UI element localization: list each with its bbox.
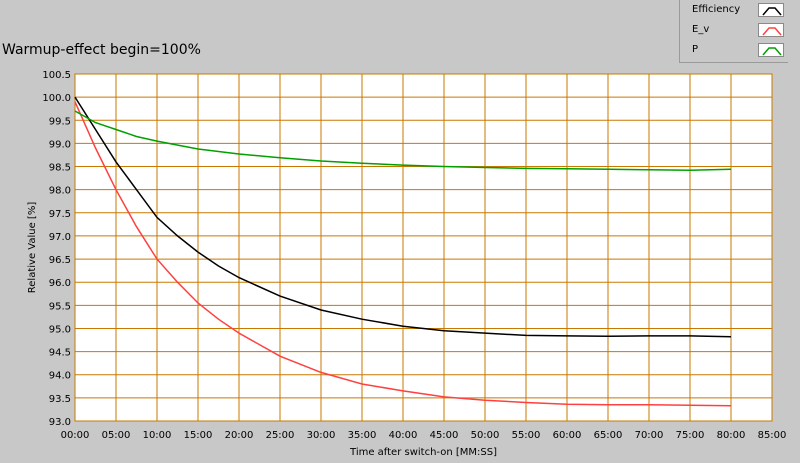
x-tick-label: 80:00 [717, 430, 746, 441]
x-axis-label: Time after switch-on [MM:SS] [349, 447, 497, 458]
legend-swatch-ev [758, 23, 784, 37]
legend: Efficiency E_v P [679, 0, 788, 63]
legend-label-p: P [692, 44, 699, 55]
x-tick-label: 50:00 [471, 430, 500, 441]
y-tick-label: 94.5 [49, 348, 71, 359]
y-tick-label: 99.5 [49, 116, 71, 127]
y-tick-label: 98.5 [49, 163, 71, 174]
chart-title: Warmup-effect begin=100% [2, 42, 201, 58]
y-tick-label: 96.5 [49, 255, 71, 266]
series-line-p [74, 110, 732, 171]
y-tick-label: 100.0 [42, 93, 71, 104]
series-line-e-v [74, 101, 732, 407]
x-tick-label: 75:00 [676, 430, 705, 441]
x-tick-label: 10:00 [143, 430, 172, 441]
y-tick-label: 97.5 [49, 209, 71, 220]
x-tick-label: 30:00 [307, 430, 336, 441]
legend-label-ev: E_v [692, 24, 710, 35]
x-tick-label: 70:00 [635, 430, 664, 441]
y-tick-label: 97.0 [49, 232, 71, 243]
y-tick-label: 95.0 [49, 324, 71, 335]
legend-item-ev: E_v [680, 21, 788, 39]
x-tick-label: 65:00 [594, 430, 623, 441]
x-tick-label: 60:00 [553, 430, 582, 441]
x-tick-label: 40:00 [389, 430, 418, 441]
series-line-efficiency [74, 96, 732, 338]
x-tick-label: 20:00 [225, 430, 254, 441]
y-tick-label: 100.5 [42, 70, 71, 81]
y-tick-label: 93.5 [49, 394, 71, 405]
y-tick-label: 95.5 [49, 301, 71, 312]
x-tick-label: 35:00 [348, 430, 377, 441]
plot-background [74, 73, 773, 422]
x-tick-label: 85:00 [758, 430, 787, 441]
legend-swatch-efficiency [758, 3, 784, 17]
y-axis-label: Relative Value [%] [27, 202, 38, 294]
y-tick-label: 99.0 [49, 139, 71, 150]
legend-item-efficiency: Efficiency [680, 1, 788, 19]
x-tick-label: 00:00 [61, 430, 90, 441]
x-tick-label: 15:00 [184, 430, 213, 441]
legend-item-p: P [680, 41, 788, 59]
y-tick-label: 96.0 [49, 278, 71, 289]
y-tick-label: 93.0 [49, 417, 71, 428]
y-tick-label: 98.0 [49, 186, 71, 197]
y-tick-label: 94.0 [49, 371, 71, 382]
legend-swatch-p [758, 43, 784, 57]
x-tick-label: 55:00 [512, 430, 541, 441]
x-tick-label: 05:00 [102, 430, 131, 441]
legend-label-efficiency: Efficiency [692, 4, 741, 15]
x-tick-label: 45:00 [430, 430, 459, 441]
x-tick-label: 25:00 [266, 430, 295, 441]
